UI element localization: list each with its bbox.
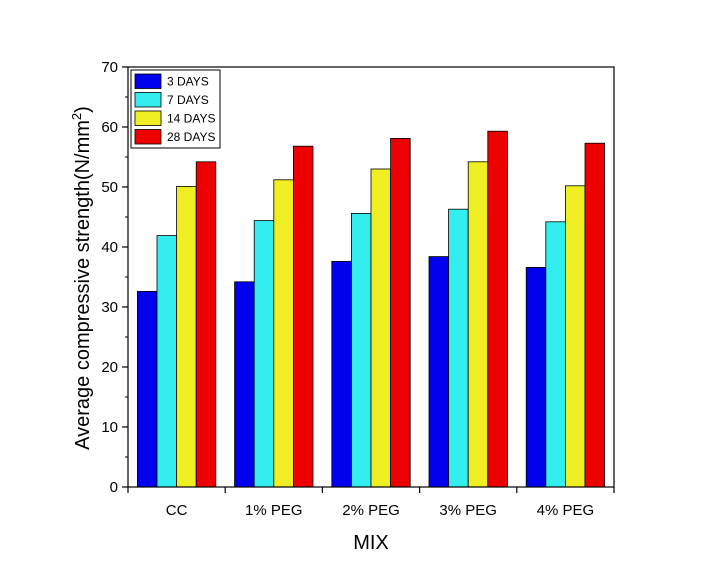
bar-28-days-3 (390, 137, 411, 488)
bar-14-days-1 (176, 185, 197, 488)
legend: 3 DAYS 7 DAYS 14 DAYS 28 DAYS (130, 69, 221, 149)
x-axis-title: MIX (353, 532, 389, 554)
bar-3-days-4 (428, 256, 450, 488)
bar-28-days-4 (487, 130, 508, 488)
bar-14-days-3 (370, 168, 392, 488)
y-axis-title-superscript: 2 (69, 113, 84, 120)
y-tick-label-20: 20 (101, 359, 118, 376)
y-tick-label-10: 10 (101, 419, 118, 436)
y-axis-title: Average compressive strength(N/mm2) (69, 106, 94, 450)
bar-14-days-4 (467, 161, 489, 488)
bar-7-days-2 (253, 220, 275, 488)
legend-swatch-3-days (134, 73, 162, 89)
bar-3-days-5 (525, 266, 547, 488)
x-tick-label-3: 2% PEG (342, 502, 400, 519)
x-tick-label-2: 1% PEG (245, 502, 303, 519)
y-tick-label-0: 0 (110, 479, 118, 496)
bar-28-days-2 (292, 145, 314, 488)
y-tick-label-50: 50 (101, 179, 118, 196)
plot-area (136, 130, 606, 488)
bar-3-days-3 (331, 260, 352, 488)
legend-swatch-28-days (134, 129, 162, 145)
bar-7-days-4 (448, 208, 469, 488)
y-tick-label-60: 60 (101, 119, 118, 136)
y-axis-title-close: ) (72, 106, 94, 113)
y-axis-title-main: Average compressive strength(N/mm (72, 120, 94, 450)
bar-14-days-2 (273, 179, 294, 488)
y-tick-label-70: 70 (101, 59, 118, 76)
bar-28-days-1 (195, 161, 217, 488)
x-tick-label-4: 3% PEG (439, 502, 497, 519)
x-tick-label-1: CC (166, 502, 188, 519)
bar-7-days-5 (545, 221, 566, 488)
axes: 0 10 20 30 40 50 60 70 CC 1% PEG 2% PEG 3% PEG 4% PE… (101, 59, 615, 519)
bar-3-days-2 (234, 281, 255, 488)
bar-28-days-5 (584, 142, 606, 488)
legend-label-28-days: 28 DAYS (167, 130, 215, 144)
legend-swatch-14-days (134, 110, 162, 126)
legend-label-7-days: 7 DAYS (167, 93, 209, 107)
legend-label-3-days: 3 DAYS (167, 75, 209, 89)
bar-7-days-3 (350, 212, 372, 488)
bar-7-days-1 (156, 235, 178, 488)
y-tick-label-30: 30 (101, 299, 118, 316)
bar-14-days-5 (565, 185, 586, 488)
legend-swatch-7-days (134, 92, 162, 108)
y-tick-label-40: 40 (101, 239, 118, 256)
legend-label-14-days: 14 DAYS (167, 112, 215, 126)
x-tick-label-5: 4% PEG (537, 502, 595, 519)
bar-3-days-1 (136, 290, 158, 488)
